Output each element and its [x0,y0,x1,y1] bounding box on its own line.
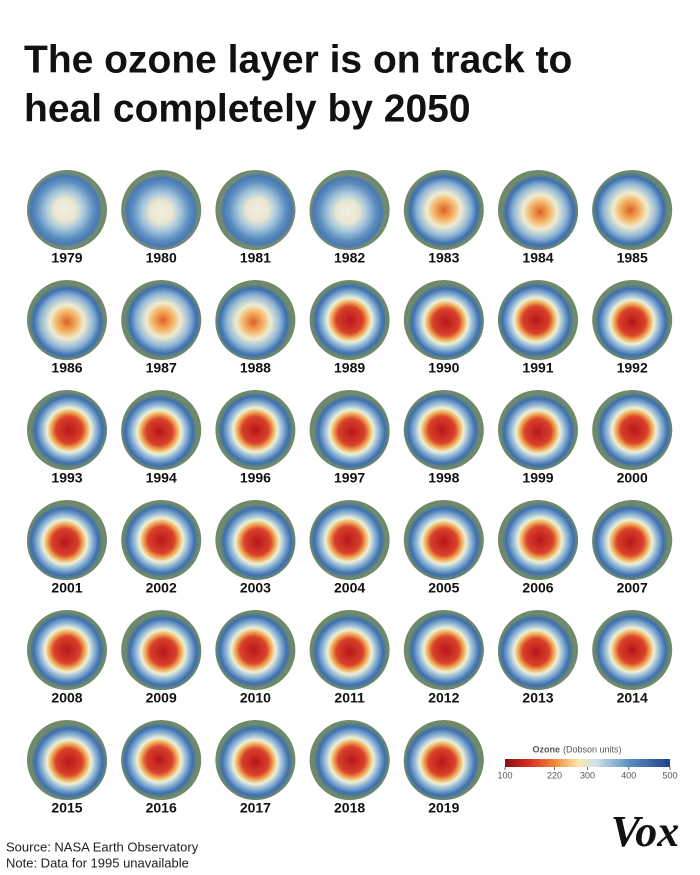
ozone-map [217,392,294,468]
ozone-map [498,282,574,358]
ozone-map [502,174,578,250]
logo: Vox [611,807,679,856]
legend-tick-label: 300 [580,770,595,780]
source: Source: NASA Earth Observatory [6,839,199,854]
ozone-map [31,392,107,468]
ozone-map [31,724,107,800]
year-label: 1990 [428,360,459,376]
year-label: 2002 [146,580,177,596]
year-label: 2017 [240,800,271,816]
title-line: The ozone layer is on track to [24,38,572,81]
year-label: 1981 [240,250,271,266]
legend-tick-label: 100 [497,770,512,780]
ozone-map [313,722,390,798]
ozone-map [498,614,574,690]
ozone-map [405,504,482,580]
year-label: 2008 [51,690,82,706]
year-label: 1985 [617,250,648,266]
year-label: 2015 [51,800,82,816]
ozone-map [403,392,480,468]
year-label: 2005 [428,580,459,596]
ozone-map [123,174,200,250]
color-bar [505,759,670,767]
ozone-map [121,394,198,470]
ozone-map [217,724,294,800]
ozone-map [29,284,105,360]
ozone-map [407,612,484,688]
ozone-map [596,392,673,468]
legend-tick-label: 400 [621,770,636,780]
ozone-map [500,394,576,470]
year-label: 1984 [522,250,553,266]
ozone-map [125,282,202,358]
year-label: 1980 [146,250,177,266]
year-label: 1989 [334,360,365,376]
ozone-map [219,504,296,580]
year-label: 2013 [522,690,553,706]
year-label: 2000 [617,470,648,486]
ozone-map [215,612,292,688]
ozone-map [311,614,388,690]
year-label: 2001 [51,580,82,596]
legend-title: Ozone [532,744,560,754]
year-label: 1987 [146,360,177,376]
ozone-map [313,394,390,470]
year-label: 2007 [617,580,648,596]
ozone-map [594,284,671,360]
year-label: 1988 [240,360,271,376]
ozone-map [309,502,386,578]
year-label: 1986 [51,360,82,376]
year-label: 1997 [334,470,365,486]
ozone-map [407,284,484,360]
ozone-map [403,724,480,800]
year-label: 2018 [334,800,365,816]
year-label: 1983 [428,250,459,266]
year-label: 1994 [146,470,177,486]
year-label: 2019 [428,800,459,816]
ozone-map [121,722,198,798]
legend-tick-label: 500 [662,770,677,780]
note: Note: Data for 1995 unavailable [6,855,189,870]
year-label: 2010 [240,690,271,706]
year-label: 1992 [617,360,648,376]
ozone-map [309,174,386,250]
ozone-map [592,172,669,248]
ozone-map [125,614,202,690]
ozone-map [502,502,578,578]
year-label: 2012 [428,690,459,706]
year-label: 2014 [617,690,648,706]
legend-tick-label: 220 [547,770,562,780]
year-label: 2006 [522,580,553,596]
year-label: 2004 [334,580,365,596]
ozone-map [311,282,388,358]
year-label: 1999 [522,470,553,486]
year-label: 2009 [146,690,177,706]
ozone-map [594,612,671,688]
year-label: 2003 [240,580,271,596]
year-label: 2016 [146,800,177,816]
year-label: 2011 [334,690,365,706]
ozone-map [123,502,200,578]
legend-unit: (Dobson units) [563,744,622,754]
year-label: 1991 [522,360,553,376]
ozone-map [27,504,103,580]
year-label: 1993 [51,470,82,486]
ozone-map [27,172,103,248]
ozone-map [29,612,105,688]
ozone-map [592,504,669,580]
ozone-map [219,172,296,248]
year-label: 1996 [240,470,271,486]
year-label: 1982 [334,250,365,266]
ozone-map [405,172,482,248]
ozone-map [215,284,292,360]
year-label: 1998 [428,470,459,486]
title-line: heal completely by 2050 [24,87,471,130]
year-label: 1979 [51,250,82,266]
